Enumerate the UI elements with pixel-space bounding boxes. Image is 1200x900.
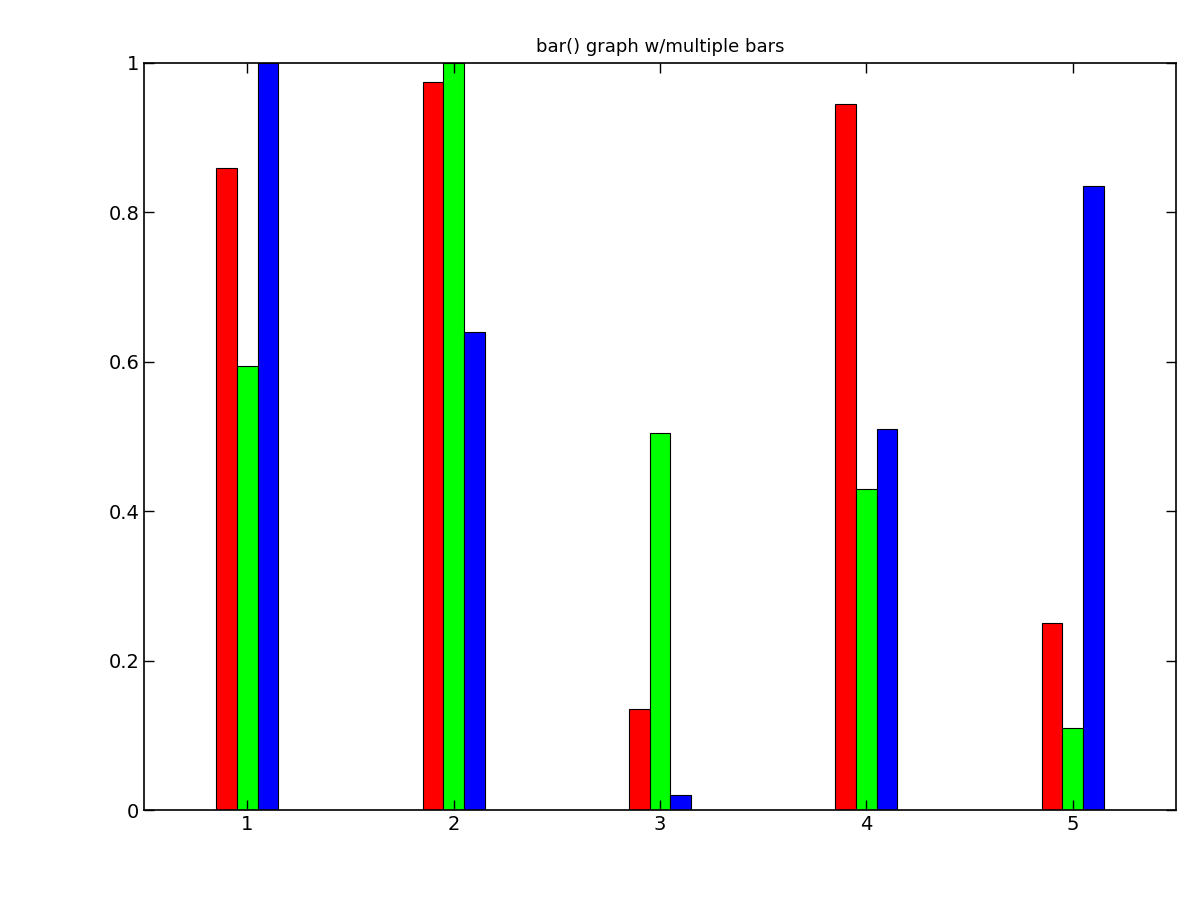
Bar <box>1042 623 1062 810</box>
Bar <box>856 489 877 810</box>
Title: bar() graph w/multiple bars: bar() graph w/multiple bars <box>535 38 785 56</box>
Bar <box>1084 186 1104 810</box>
Bar <box>422 82 443 810</box>
Bar <box>1062 728 1084 810</box>
Bar <box>258 63 278 810</box>
Bar <box>464 332 485 810</box>
Bar <box>671 795 691 810</box>
Bar <box>877 429 898 810</box>
Bar <box>443 63 464 810</box>
Bar <box>236 365 258 810</box>
Bar <box>629 709 649 810</box>
Bar <box>216 167 236 810</box>
Bar <box>835 104 856 810</box>
Bar <box>649 433 671 810</box>
